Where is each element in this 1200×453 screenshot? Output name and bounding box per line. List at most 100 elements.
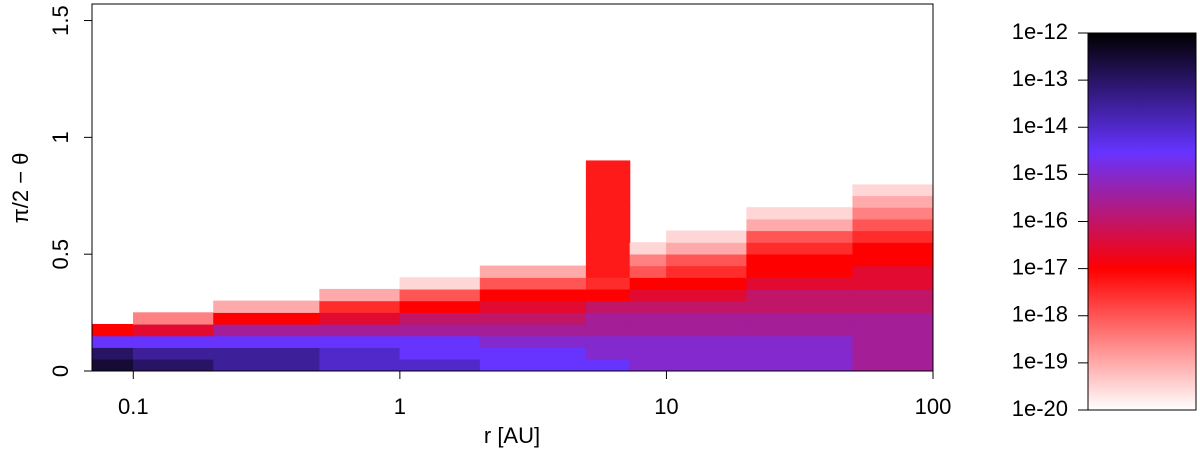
heatmap-cell [852, 230, 934, 243]
y-tick-label: 1 [48, 131, 73, 143]
heatmap-cell [399, 335, 481, 348]
heatmap-cell [629, 277, 667, 290]
heatmap-cell [399, 359, 481, 372]
heatmap-cell [91, 323, 134, 337]
heatmap-cell [629, 265, 667, 278]
heatmap-cell [746, 265, 854, 278]
heatmap-cell [132, 347, 214, 360]
heatmap-cell [666, 335, 747, 348]
colorbar-tick-label: 1e-13 [1012, 66, 1068, 91]
heatmap-cell [746, 242, 854, 255]
heatmap-cell [746, 253, 854, 267]
heatmap-cell [585, 347, 631, 360]
heatmap-cell [585, 359, 631, 372]
heatmap-cell [852, 323, 934, 337]
heatmap-cell [479, 300, 587, 313]
heatmap-cell [585, 207, 631, 220]
y-tick-label: 1.5 [48, 5, 73, 36]
heatmap-cell [213, 359, 320, 372]
heatmap-cell [585, 218, 631, 232]
heatmap-cell [666, 277, 747, 290]
x-tick-label: 1 [394, 394, 406, 419]
colorbar-tick-label: 1e-16 [1012, 207, 1068, 232]
heatmap-cell [399, 312, 481, 325]
heatmap-cell [479, 347, 587, 360]
y-tick-label: 0.5 [48, 239, 73, 270]
heatmap-cell [319, 288, 401, 302]
heatmap-cell [91, 335, 134, 348]
colorbar [1087, 32, 1197, 411]
heatmap-cell [666, 288, 747, 302]
heatmap-cell [585, 312, 631, 325]
heatmap-cell [666, 253, 747, 267]
heatmap-cell [746, 218, 854, 232]
heatmap-cell [852, 183, 934, 197]
heatmap-cell [852, 242, 934, 255]
heatmap-cell [319, 300, 401, 313]
heatmap-cell [319, 359, 401, 372]
heatmap-cell [629, 335, 667, 348]
heatmap-cell [629, 359, 667, 372]
heatmap-cell [132, 312, 214, 325]
heatmap-cell [585, 160, 631, 173]
heatmap-cell [666, 312, 747, 325]
heatmap-cell [666, 265, 747, 278]
heatmap-cell [666, 323, 747, 337]
heatmap-cell [585, 230, 631, 243]
heatmap-cell [479, 359, 587, 372]
heatmap-cell [852, 253, 934, 267]
heatmap-cell [399, 277, 481, 290]
heatmap-cell [91, 347, 134, 360]
heatmap-cell [479, 277, 587, 290]
heatmap-cell [585, 265, 631, 278]
heatmap-cell [629, 288, 667, 302]
x-tick-label: 0.1 [118, 394, 149, 419]
heatmap-cell [132, 323, 214, 337]
heatmap-cell [585, 195, 631, 208]
heatmap-cell [399, 300, 481, 313]
x-tick-label: 100 [915, 394, 952, 419]
heatmap-cell [666, 347, 747, 360]
x-axis-label: r [AU] [484, 423, 540, 448]
heatmap-cell [852, 312, 934, 325]
heatmap-cell [746, 300, 854, 313]
heatmap-cell [746, 207, 854, 220]
heatmap-cell [746, 359, 854, 372]
y-tick-label: 0 [48, 365, 73, 377]
heatmap-cell [629, 312, 667, 325]
heatmap-cell [666, 242, 747, 255]
heatmap-cell [213, 300, 320, 313]
heatmap-cell [319, 323, 401, 337]
heatmap-cell [746, 323, 854, 337]
heatmap-cell [585, 288, 631, 302]
heatmap-cell [479, 323, 587, 337]
heatmap-cell [629, 323, 667, 337]
heatmap-cell [666, 230, 747, 243]
heatmap-cell [585, 172, 631, 185]
heatmap-cell [852, 265, 934, 278]
heatmap-cell [319, 347, 401, 360]
heatmap-cell [629, 253, 667, 267]
plot-frame [91, 3, 934, 372]
heatmap-cell [479, 335, 587, 348]
heatmap-cell [132, 359, 214, 372]
heatmap-cell [629, 242, 667, 255]
heatmap-cell [746, 335, 854, 348]
heatmap-cell [585, 277, 631, 290]
heatmap-cell [666, 359, 747, 372]
heatmap-cell [852, 172, 934, 185]
heatmap-cell [213, 312, 320, 325]
heatmap-cell [852, 359, 934, 372]
heatmap-cell [91, 359, 134, 372]
heatmap-cell [399, 288, 481, 302]
colorbar-tick-label: 1e-17 [1012, 254, 1068, 279]
heatmap-cell [852, 218, 934, 232]
heatmap-cell [213, 335, 320, 348]
heatmap-cell [852, 195, 934, 208]
colorbar-tick-label: 1e-18 [1012, 302, 1068, 327]
colorbar-tick-label: 1e-20 [1012, 396, 1068, 421]
heatmap-cell [852, 347, 934, 360]
colorbar-tick-label: 1e-14 [1012, 113, 1068, 138]
heatmap-cell [585, 323, 631, 337]
